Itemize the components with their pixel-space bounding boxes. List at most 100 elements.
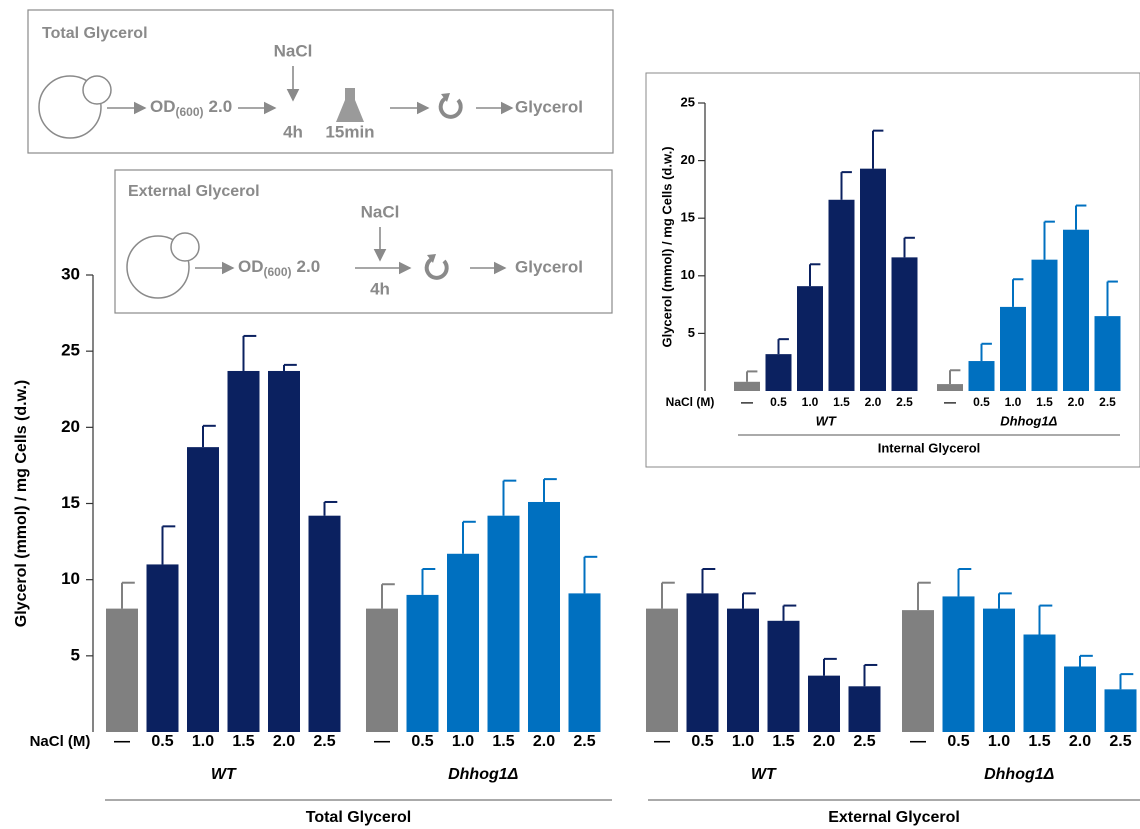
od-label: OD(600) 2.0 [238, 257, 320, 279]
bar [528, 501, 560, 732]
bar [942, 596, 975, 732]
y-tick-label: 30 [61, 264, 80, 283]
group-label: Dhhog1Δ [448, 766, 519, 783]
bar [968, 361, 995, 391]
od: OD [150, 97, 176, 116]
y-axis-label: Glycerol (mmol) / mg Cells (d.w.) [13, 380, 30, 627]
bar [686, 593, 719, 732]
y-tick-label: 25 [681, 94, 695, 109]
x-tick-label: 0.5 [973, 395, 990, 409]
x-axis-label: NaCl (M) [666, 395, 715, 409]
external-glycerol-diagram: External Glycerol OD(600) 2.0 NaCl 4h Gly… [114, 169, 613, 314]
diagram-box [27, 9, 614, 154]
od-label: OD(600) 2.0 [150, 97, 232, 119]
x-tick-label: 2.0 [1068, 395, 1085, 409]
panel-label: Internal Glycerol [878, 440, 981, 455]
od: OD [238, 257, 264, 276]
x-tick-label: 1.0 [988, 733, 1010, 750]
od-value: 2.0 [209, 97, 233, 116]
x-tick-label: — [654, 733, 670, 750]
product: Glycerol [515, 257, 583, 276]
bar [366, 608, 398, 732]
bar [487, 515, 520, 732]
x-tick-label: 0.5 [691, 733, 713, 750]
x-tick-label: 1.0 [802, 395, 819, 409]
group-label: WT [751, 766, 777, 783]
x-tick-label: 2.5 [853, 733, 875, 750]
bar [1064, 666, 1096, 732]
x-tick-label: 1.0 [1005, 395, 1022, 409]
bar [891, 257, 918, 391]
bar [1104, 689, 1137, 732]
x-tick-label: 0.5 [151, 733, 173, 750]
diagram-title: External Glycerol [128, 183, 260, 200]
group-label: Dhhog1Δ [984, 766, 1055, 783]
x-tick-label: — [741, 395, 753, 409]
od-value: 2.0 [297, 257, 321, 276]
od-subscript: (600) [264, 265, 292, 279]
diagram-title: Total Glycerol [42, 25, 148, 42]
bar [646, 608, 678, 732]
bud-icon [82, 75, 112, 105]
bar [765, 354, 792, 391]
x-tick-label: — [910, 733, 926, 750]
y-tick-label: 20 [681, 152, 695, 167]
time2: 15min [325, 122, 374, 141]
od-subscript: (600) [176, 105, 204, 119]
bar [447, 553, 479, 732]
x-tick-label: — [944, 395, 956, 409]
x-tick-label: 1.5 [232, 733, 254, 750]
x-tick-label: 1.5 [1028, 733, 1050, 750]
x-tick-label: 1.0 [732, 733, 754, 750]
bud-icon [170, 232, 200, 262]
bar [808, 675, 840, 732]
y-tick-label: 20 [61, 417, 80, 436]
panel-label: External Glycerol [828, 809, 960, 826]
x-tick-label: 1.0 [192, 733, 214, 750]
bar [1031, 259, 1058, 391]
bar [848, 686, 881, 732]
bar [937, 384, 963, 391]
y-axis-label: Glycerol (mmol) / mg Cells (d.w.) [659, 146, 674, 347]
x-tick-label: 2.5 [1099, 395, 1116, 409]
x-axis-label: NaCl (M) [30, 733, 91, 750]
x-tick-label: — [374, 733, 390, 750]
stimulus: NaCl [274, 41, 313, 60]
bar [268, 370, 300, 732]
bar [828, 199, 855, 391]
bar [1094, 316, 1121, 391]
x-tick-label: 2.0 [533, 733, 555, 750]
x-tick-label: 1.5 [492, 733, 514, 750]
bar [797, 286, 823, 391]
bar [1000, 306, 1026, 391]
group-label: Dhhog1Δ [1000, 413, 1057, 428]
x-tick-label: 1.5 [1036, 395, 1053, 409]
x-tick-label: 1.0 [452, 733, 474, 750]
cell-icon [38, 75, 102, 139]
centrifuge-arrowhead [441, 93, 450, 102]
bar [734, 381, 760, 391]
centrifuge-icon [438, 96, 463, 119]
bar [983, 608, 1015, 732]
x-tick-label: 2.0 [273, 733, 295, 750]
group-label: WT [211, 766, 237, 783]
time: 4h [283, 122, 303, 141]
flask-icon [336, 88, 364, 122]
product: Glycerol [515, 97, 583, 116]
x-tick-label: 1.5 [772, 733, 794, 750]
bar [187, 447, 219, 732]
bar [227, 370, 260, 732]
y-tick-label: 15 [61, 493, 80, 512]
x-tick-label: 2.0 [865, 395, 882, 409]
x-tick-label: — [114, 733, 130, 750]
bar [727, 608, 759, 732]
y-tick-label: 10 [61, 569, 80, 588]
x-tick-label: 2.0 [1069, 733, 1091, 750]
bar [1023, 634, 1056, 732]
panel-label: Total Glycerol [306, 809, 412, 826]
centrifuge-arrowhead [427, 254, 436, 263]
bar [146, 564, 179, 732]
time: 4h [370, 279, 390, 298]
centrifuge-icon [424, 257, 449, 280]
x-tick-label: 2.5 [1109, 733, 1131, 750]
